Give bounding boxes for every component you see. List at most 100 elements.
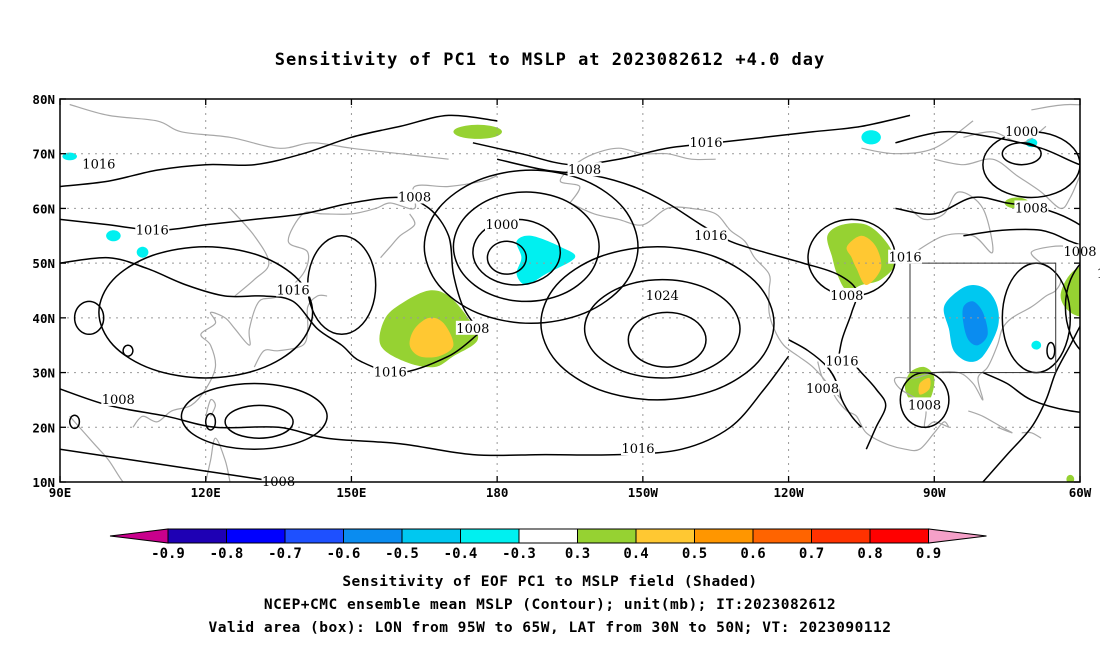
mslp-contour <box>846 355 887 450</box>
sensitivity-patch <box>962 301 988 346</box>
mslp-contour <box>583 278 741 379</box>
colorbar-label: -0.3 <box>502 546 536 560</box>
colorbar-swatch <box>635 528 695 544</box>
lat-tick-label: 70N <box>32 147 55 162</box>
mslp-contour <box>60 114 498 188</box>
map-frame <box>59 98 1081 483</box>
mslp-contour <box>472 218 562 286</box>
contour-label-bg <box>689 134 723 149</box>
contour-label: 101 <box>1097 267 1100 282</box>
mslp-contour <box>899 371 950 429</box>
coastline-segment <box>559 147 716 204</box>
mslp-contour <box>452 191 600 303</box>
colorbar-swatch <box>167 528 227 544</box>
sensitivity-patch <box>453 124 502 139</box>
contour-label: 1008 <box>568 163 601 178</box>
caption-valid-area: Valid area (box): LON from 95W to 65W, L… <box>208 620 892 636</box>
contour-label-bg <box>1014 200 1049 215</box>
coastline-segment <box>861 120 974 155</box>
coastline-segment <box>968 410 1013 434</box>
colorbar-swatch <box>343 528 403 544</box>
colorbar-label: 0.4 <box>623 546 648 560</box>
colorbar-label: 0.5 <box>682 546 707 560</box>
contour-label: 1016 <box>621 442 654 457</box>
mslp-contour <box>982 131 1080 199</box>
colorbar-extend-high <box>928 528 987 544</box>
mslp-contour <box>540 245 775 401</box>
mslp-contour <box>98 245 314 379</box>
coastline-segment <box>253 294 328 368</box>
colorbar-swatch <box>284 528 344 544</box>
sensitivity-patch <box>1079 290 1080 291</box>
mslp-contours <box>60 114 1080 482</box>
sensitivity-patch <box>62 152 77 161</box>
lon-tick-label: 150W <box>628 485 659 500</box>
sensitivity-patch <box>1031 340 1042 350</box>
colorbar-label: -0.5 <box>385 546 419 560</box>
lat-tick-label: 50N <box>32 256 55 271</box>
contour-label-bg <box>829 287 864 302</box>
sensitivity-patch <box>106 230 121 242</box>
mslp-contour <box>306 235 377 336</box>
lon-tick-label: 180 <box>486 485 509 500</box>
mslp-contour <box>68 414 81 430</box>
colorbar-label: -0.4 <box>444 546 478 560</box>
mslp-contour <box>963 228 1080 246</box>
colorbar-swatch <box>577 528 637 544</box>
coastlines <box>69 103 1080 482</box>
contour-label-bg <box>1096 266 1100 281</box>
colorbar-label: -0.9 <box>151 546 185 560</box>
contour-label: 1008 <box>102 393 135 408</box>
contour-label: 1024 <box>646 289 679 304</box>
contour-label: 1008 <box>456 322 489 337</box>
mslp-contour <box>122 344 134 357</box>
coastline-segment <box>893 245 1080 429</box>
contour-label-bg <box>101 391 136 406</box>
sensitivity-shading <box>62 124 1080 482</box>
coastline-segment <box>909 191 994 254</box>
contour-label-bg <box>805 380 840 395</box>
colorbar-swatch <box>811 528 871 544</box>
mslp-contour <box>73 300 105 336</box>
contour-label: 1008 <box>806 382 839 397</box>
contour-label: 1000 <box>1005 125 1038 140</box>
lat-tick-label: 10N <box>32 475 55 490</box>
contour-label: 1016 <box>277 284 310 299</box>
colorbar-label: 0.3 <box>565 546 590 560</box>
mslp-contour <box>204 412 217 431</box>
lat-tick-label: 40N <box>32 311 55 326</box>
colorbar-label: 0.8 <box>857 546 882 560</box>
lat-tick-label: 30N <box>32 366 55 381</box>
lat-tick-label: 80N <box>32 92 55 107</box>
contour-label-bg <box>373 364 408 379</box>
contour-label-bg <box>81 156 116 171</box>
sensitivity-patch <box>918 377 931 395</box>
contour-label: 1016 <box>136 223 169 238</box>
caption-contour: NCEP+CMC ensemble mean MSLP (Contour); u… <box>263 597 837 613</box>
lon-tick-label: 120W <box>774 485 805 500</box>
contour-label-bg <box>645 287 680 302</box>
mslp-contour <box>496 158 858 368</box>
sensitivity-patch <box>409 317 454 358</box>
colorbar-swatch <box>226 528 286 544</box>
colorbar-label: 0.7 <box>799 546 824 560</box>
contour-label: 1016 <box>694 229 727 244</box>
colorbar-swatch <box>752 528 812 544</box>
contour-label-bg <box>825 353 859 368</box>
lon-tick-label: 60W <box>1069 485 1092 500</box>
mslp-contour <box>807 218 897 297</box>
mslp-contour <box>895 130 1080 166</box>
contour-label-bg <box>135 222 170 237</box>
mslp-contour <box>1001 262 1072 374</box>
contour-label: 1008 <box>398 190 431 205</box>
contour-label: 1016 <box>689 136 722 151</box>
contour-label: 1016 <box>889 251 922 266</box>
mslp-contour <box>982 371 1080 413</box>
colorbar-swatch <box>518 528 578 544</box>
coastline-segment <box>205 398 217 417</box>
sensitivity-patch <box>136 246 149 258</box>
contour-label: 1000 <box>485 218 518 233</box>
mslp-contour <box>982 324 1080 482</box>
contour-label-bg <box>397 189 432 204</box>
valid-area-box <box>909 262 1057 374</box>
